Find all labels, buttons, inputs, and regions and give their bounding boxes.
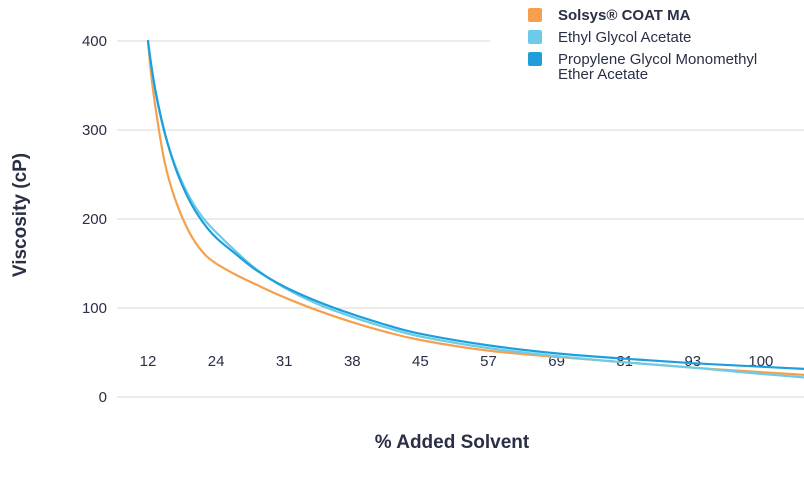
series-line-3 [146,39,804,370]
x-tick-label: 12 [140,353,157,370]
series-line-2 [146,39,804,379]
y-tick-labels: 0 100 200 300 400 [82,33,107,406]
x-tick-label: 24 [208,353,225,370]
series-line-1 [146,39,804,376]
grid-lines [117,40,804,398]
legend-swatch [528,30,542,44]
x-tick-label: 31 [276,353,293,370]
x-tick-label: 57 [480,353,497,370]
legend-swatch [528,8,542,22]
y-tick-label: 400 [82,33,107,50]
y-tick-label: 100 [82,300,107,317]
x-axis-title: % Added Solvent [375,432,530,453]
legend-label: Propylene Glycol Monomethyl Ether Acetate [558,51,757,83]
x-tick-label: 45 [412,353,429,370]
y-tick-label: 0 [99,389,107,406]
series-lines [146,39,804,379]
legend-swatch [528,52,542,66]
x-tick-label: 93 [684,353,701,370]
x-tick-labels: 12 24 31 38 45 57 69 81 93 100 [140,353,774,370]
y-tick-label: 200 [82,211,107,228]
legend-label: Solsys® COAT MA [558,7,691,24]
legend: Solsys® COAT MA Ethyl Glycol Acetate Propy… [528,7,757,83]
y-axis-title: Viscosity (cP) [10,153,31,277]
x-tick-label: 38 [344,353,361,370]
y-tick-label: 300 [82,122,107,139]
legend-label: Ethyl Glycol Acetate [558,29,691,46]
